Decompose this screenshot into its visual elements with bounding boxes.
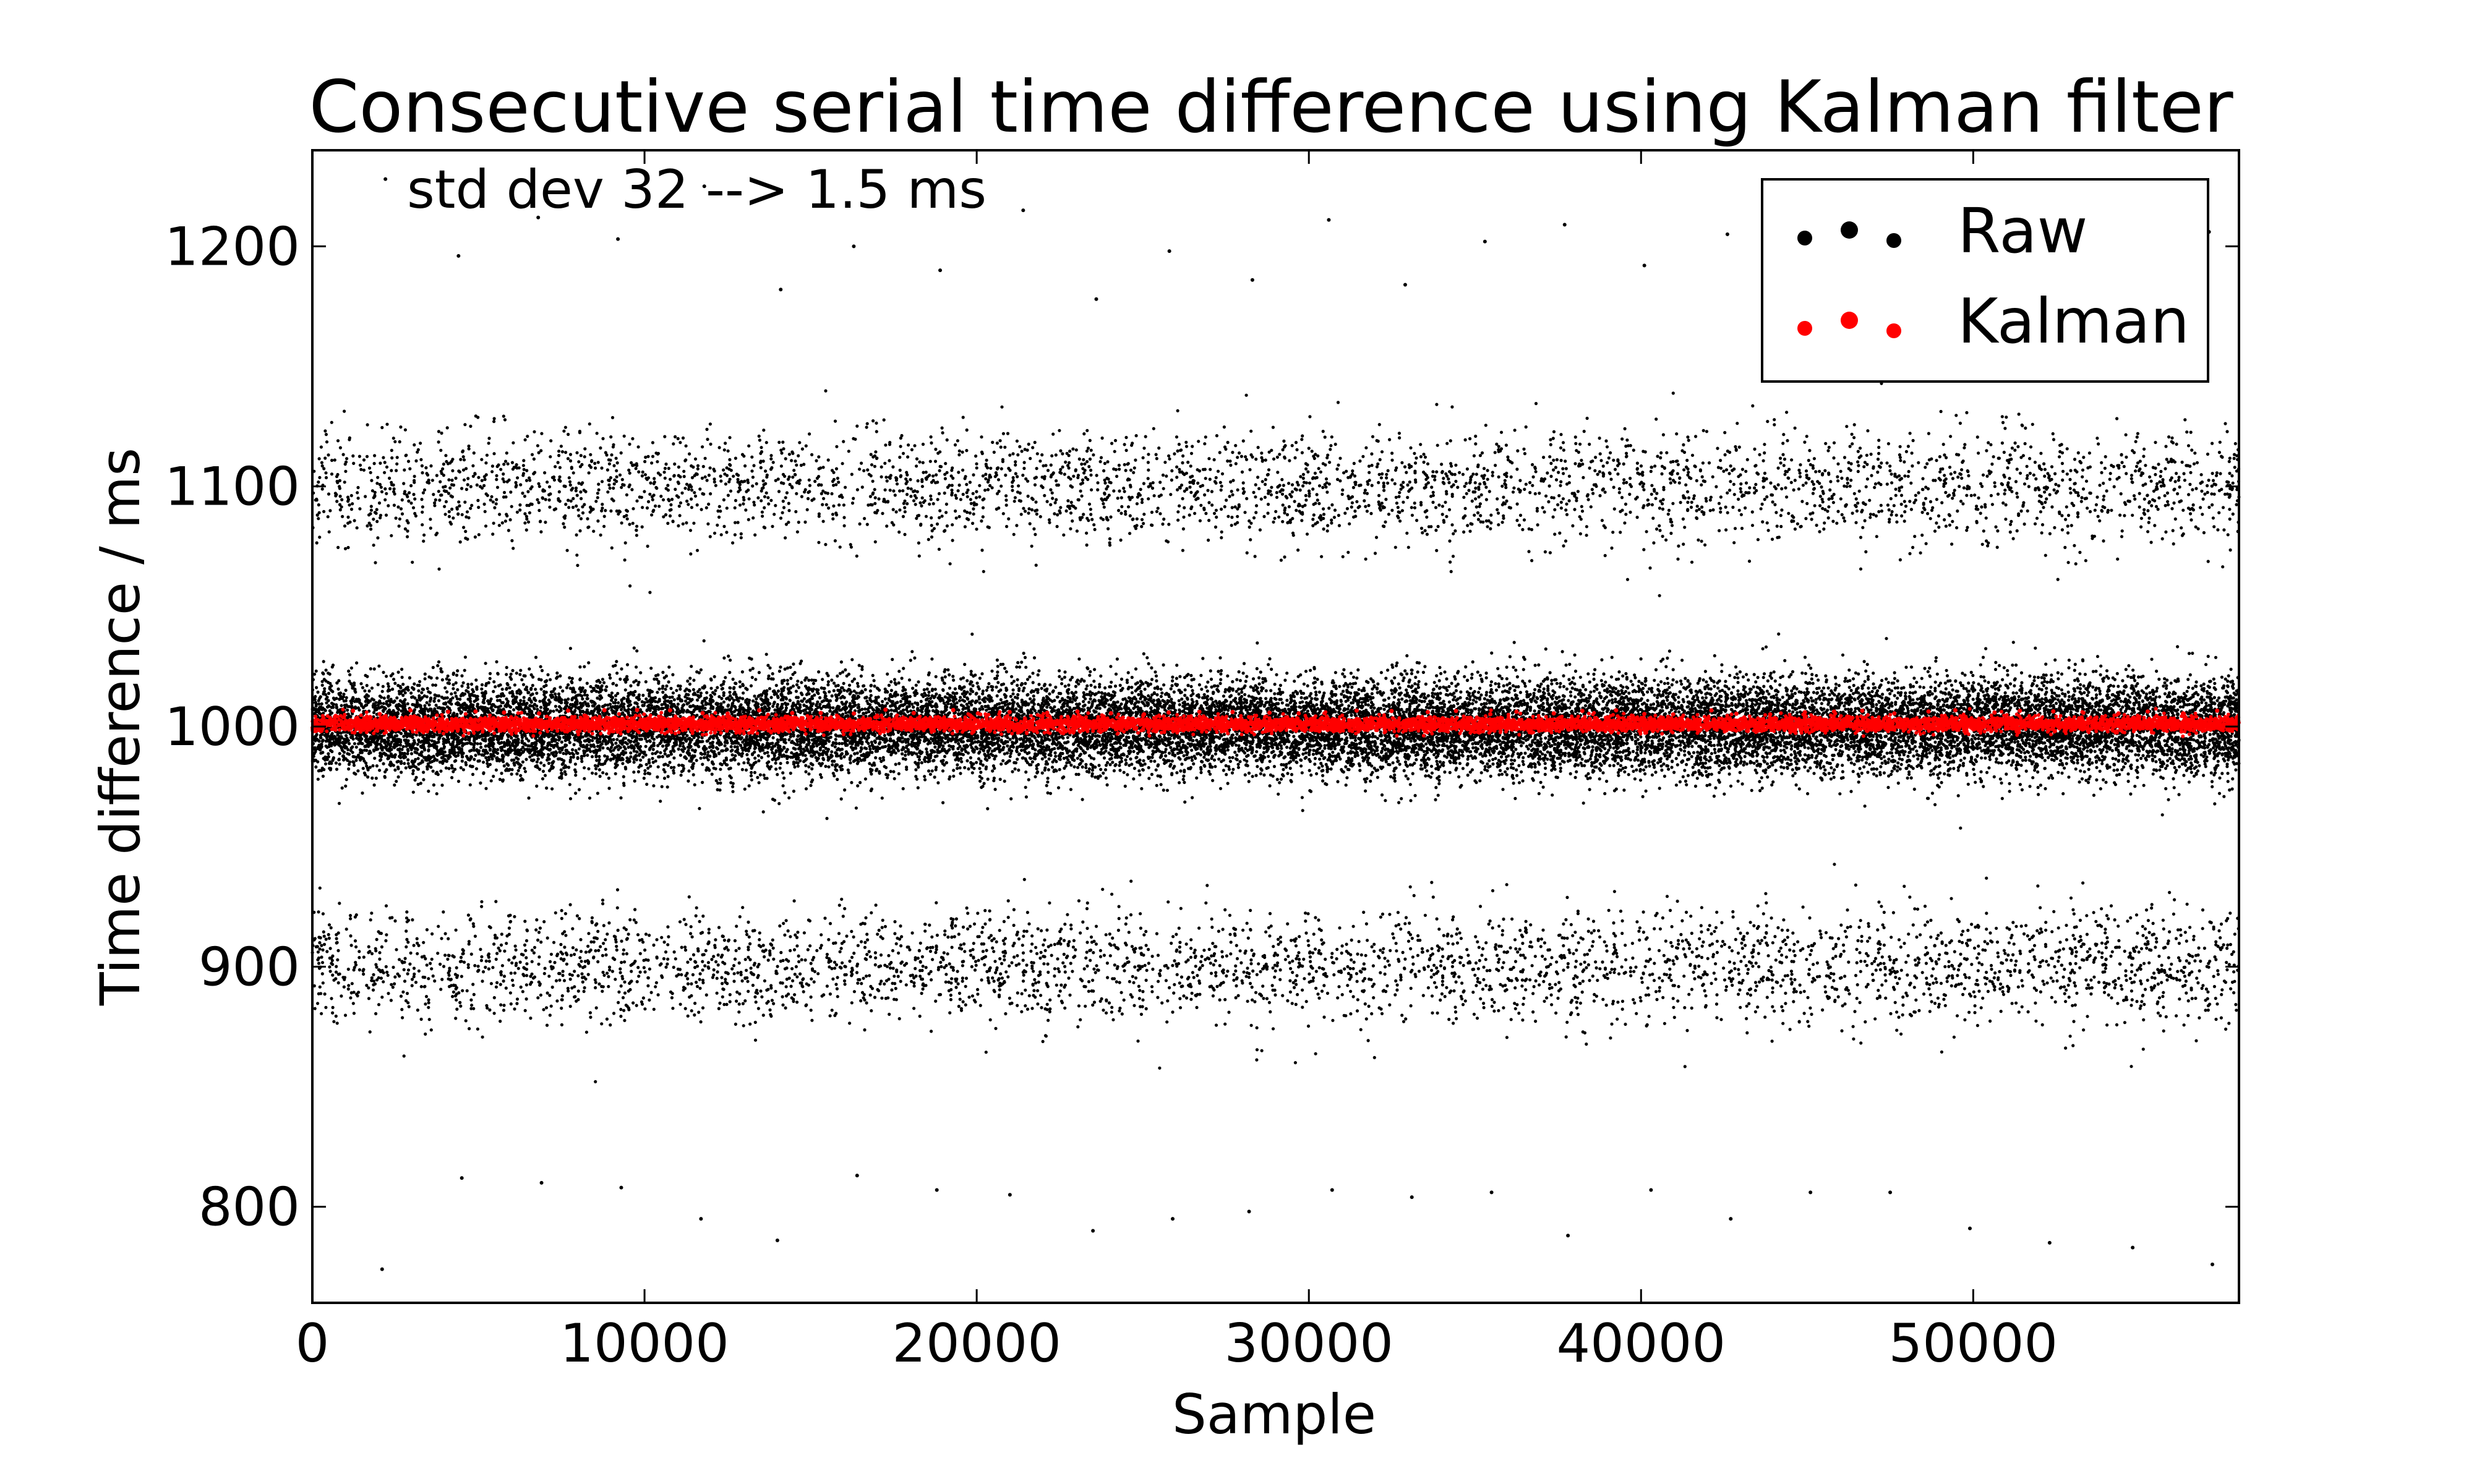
raw-outlier-point [855, 1174, 859, 1178]
raw-outlier-point [1888, 1190, 1893, 1195]
x-tick-label: 10000 [560, 1313, 729, 1375]
legend: Raw Kalman [1761, 178, 2209, 383]
raw-outlier-point [1642, 263, 1646, 268]
raw-outlier-point [1008, 1193, 1012, 1197]
y-tick-label: 900 [199, 936, 300, 998]
y-axis-label: Time difference / ms [88, 448, 152, 1006]
y-tick-label: 1200 [165, 216, 300, 278]
raw-outlier-point [1327, 218, 1331, 222]
x-tick-label: 50000 [1889, 1313, 2058, 1375]
raw-outlier-point [1483, 239, 1487, 244]
raw-outlier-point [935, 1188, 939, 1192]
raw-outlier-point [779, 288, 783, 292]
raw-outlier-point [1091, 1229, 1095, 1233]
x-axis-ticks: 0 10000 20000 30000 40000 50000 [296, 150, 2058, 1375]
raw-outlier-point [539, 1180, 544, 1185]
raw-outlier-point [1021, 208, 1025, 213]
x-axis-label: Sample [1172, 1383, 1376, 1446]
raw-outlier-point [1725, 232, 1729, 236]
raw-outlier-point [1967, 1226, 1972, 1230]
kalman-series-points [310, 707, 2241, 738]
raw-cluster-1-points [311, 382, 2241, 597]
plot-points [310, 177, 2241, 1271]
legend-raw-marker [1797, 221, 1901, 248]
raw-series-points [310, 177, 2241, 1271]
raw-outlier-point [1403, 283, 1407, 287]
raw-outlier-point [2211, 1262, 2215, 1266]
raw-outlier-point [2131, 1245, 2135, 1250]
raw-outlier-point [1729, 1217, 1733, 1221]
raw-cluster-2-points [310, 863, 2240, 1083]
raw-outlier-point [383, 177, 388, 181]
raw-outlier-point [1410, 1195, 1414, 1200]
y-tick-label: 800 [199, 1177, 300, 1239]
raw-outlier-point [2047, 1240, 2052, 1245]
legend-raw-label: Raw [1958, 195, 2087, 267]
y-axis-ticks: 800 900 1000 1100 1200 [165, 216, 2239, 1239]
raw-outlier-point [1562, 223, 1567, 227]
raw-outlier-point [1808, 1190, 1813, 1195]
raw-outlier-point [616, 237, 620, 241]
legend-kalman-label: Kalman [1958, 285, 2189, 357]
x-tick-label: 20000 [892, 1313, 1061, 1375]
kalman-points-upper [351, 707, 2220, 717]
raw-cluster-0-points [310, 632, 2241, 830]
raw-outlier-point [1171, 1217, 1175, 1221]
raw-outlier-point [1566, 1234, 1570, 1238]
kalman-points-cloud [310, 707, 2241, 738]
x-tick-label: 30000 [1224, 1313, 1393, 1375]
std-dev-annotation: std dev 32 --> 1.5 ms [407, 159, 987, 221]
legend-kalman-marker [1797, 312, 1901, 338]
raw-outlier-point [1167, 249, 1171, 254]
legend-frame [1761, 178, 2209, 383]
raw-outlier-point [1094, 297, 1098, 301]
raw-outlier-point [1489, 1190, 1494, 1195]
raw-outlier-point [536, 215, 541, 220]
x-tick-label: 40000 [1556, 1313, 1726, 1375]
raw-outlier-point [1247, 1209, 1251, 1214]
raw-outlier-point [699, 1217, 703, 1221]
raw-outlier-point [619, 1185, 623, 1190]
y-tick-label: 1100 [165, 456, 300, 518]
chart-title: Consecutive serial time difference using… [309, 66, 2233, 149]
raw-outlier-point [1649, 1188, 1653, 1192]
y-tick-label: 1000 [165, 696, 300, 758]
raw-outlier-point [456, 254, 461, 258]
raw-outlier-point [938, 268, 943, 273]
raw-outlier-point [775, 1239, 779, 1243]
raw-outlier-point [1250, 278, 1254, 282]
raw-outlier-point [1330, 1188, 1334, 1192]
raw-outlier-point [380, 1267, 384, 1271]
raw-outlier-point [852, 244, 856, 249]
raw-outlier-point [702, 184, 706, 189]
x-tick-label: 0 [296, 1313, 330, 1375]
raw-outlier-point [460, 1176, 464, 1180]
